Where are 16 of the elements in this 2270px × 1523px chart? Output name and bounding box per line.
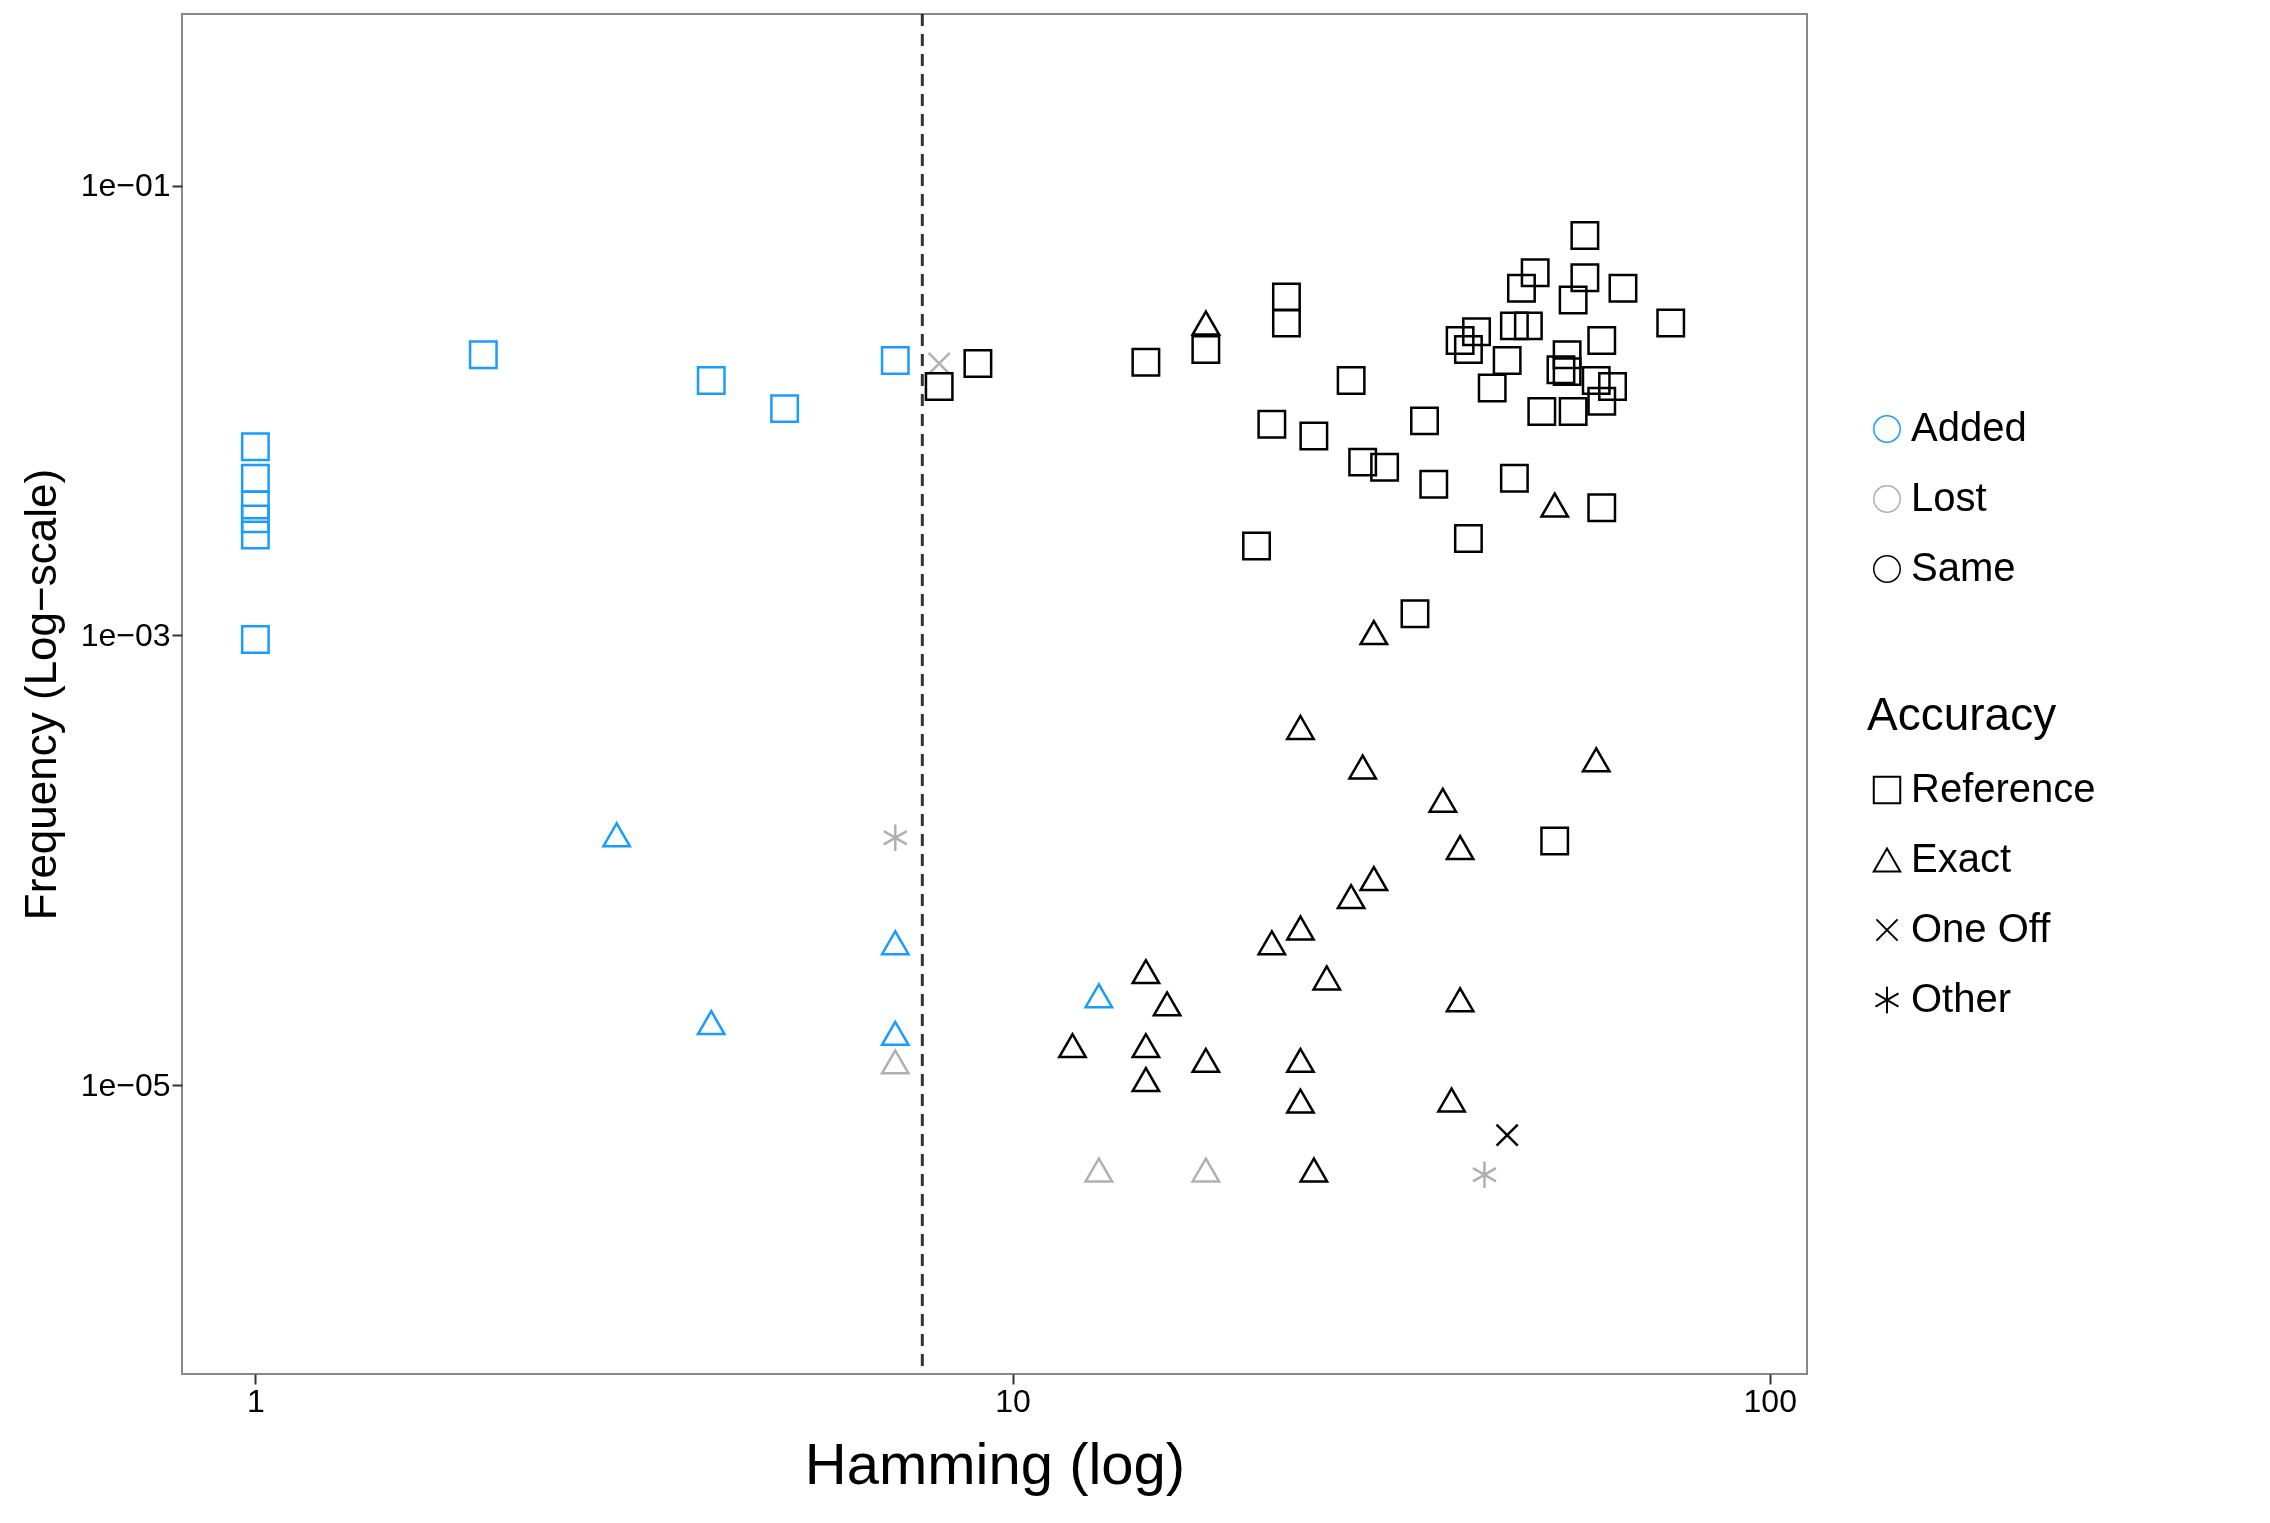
y-tick-label: 1e−05 [80, 1066, 171, 1103]
y-axis-title: Frequency (Log−scale) [15, 468, 65, 921]
y-tick-label: 1e−03 [80, 616, 171, 653]
legend-label: Same [1911, 545, 2016, 589]
x-tick-label: 100 [1743, 1382, 1797, 1419]
legend-label: Lost [1911, 475, 1987, 519]
x-tick-label: 1 [246, 1382, 265, 1419]
x-tick-label: 10 [995, 1382, 1031, 1419]
legend-title: Accuracy [1867, 688, 2057, 740]
legend-label: Reference [1911, 766, 2096, 810]
legend-label: Exact [1911, 836, 2012, 880]
legend-label: Added [1911, 405, 2027, 449]
x-axis-title: Hamming (log) [804, 1430, 1186, 1496]
legend-label: One Off [1911, 906, 2052, 950]
legend-label: Other [1911, 976, 2012, 1020]
y-tick-label: 1e−01 [80, 167, 171, 204]
